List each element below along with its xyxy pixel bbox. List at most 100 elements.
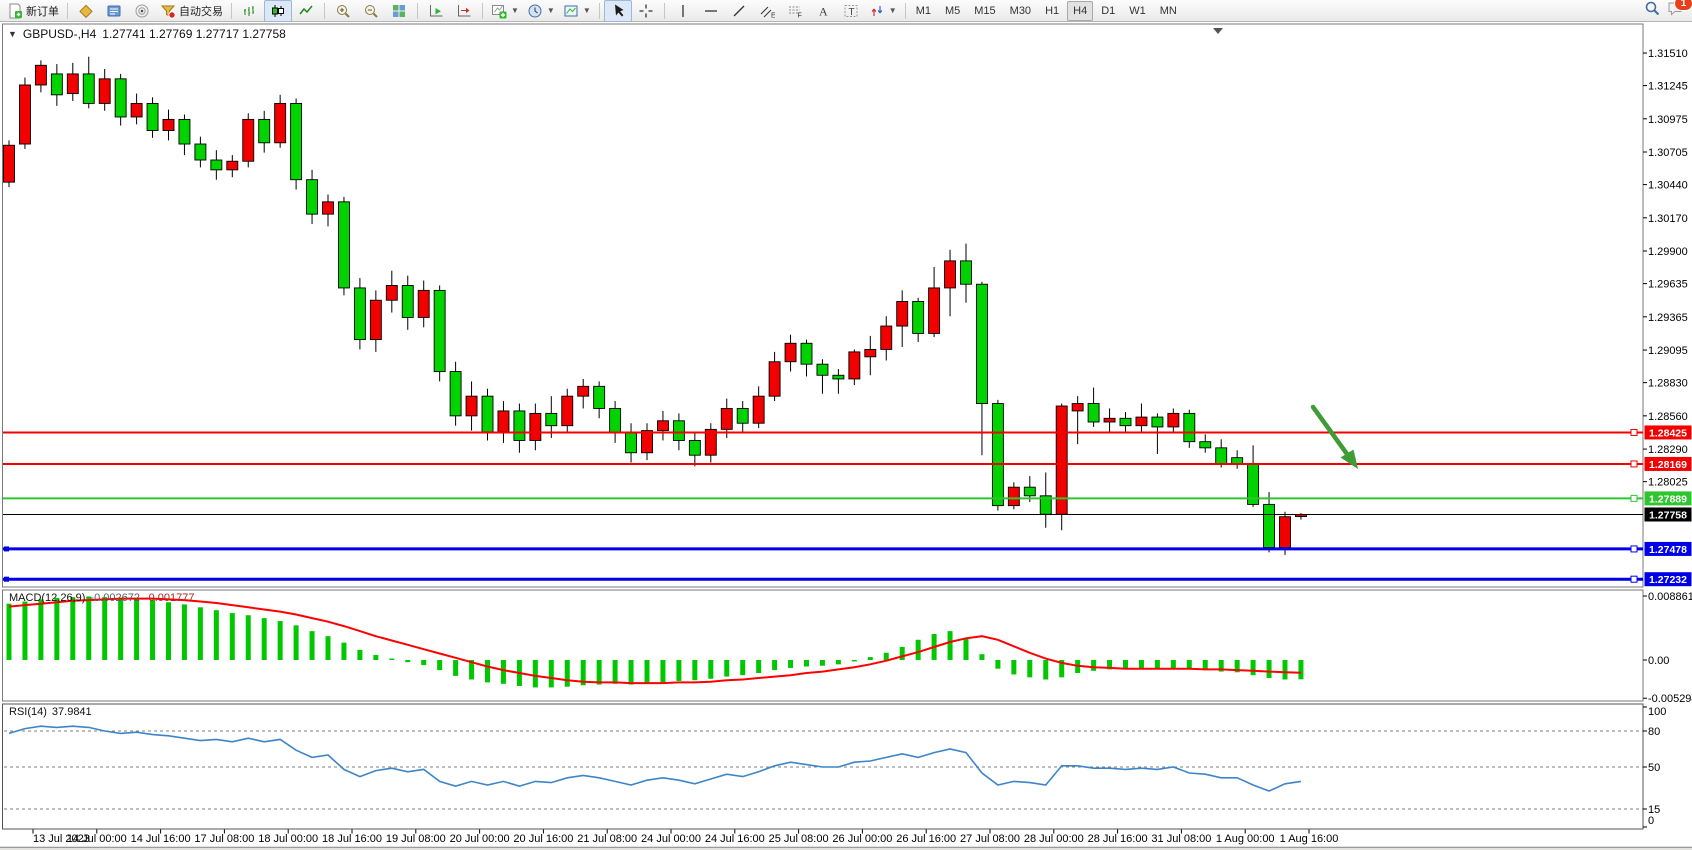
algo-trading-button[interactable]: 自动交易 bbox=[156, 0, 227, 22]
svg-text:1.31245: 1.31245 bbox=[1648, 81, 1688, 93]
chart-shift-icon bbox=[456, 3, 472, 19]
svg-text:1.28560: 1.28560 bbox=[1648, 411, 1688, 423]
crosshair-button[interactable] bbox=[632, 0, 660, 22]
vertical-line-tool[interactable] bbox=[669, 0, 697, 22]
support-line-green[interactable]: 1.27889 bbox=[3, 491, 1692, 506]
svg-text:0: 0 bbox=[1648, 815, 1654, 827]
svg-text:F: F bbox=[797, 12, 801, 19]
chart-shift-button[interactable] bbox=[450, 0, 478, 22]
macd-signal-value: -0.001777 bbox=[144, 592, 195, 604]
one-click-trading-toggle[interactable]: ▼ bbox=[8, 29, 17, 39]
horizontal-lines-layer[interactable]: 1.28425 1.28169 1.27889 1.27758 1.27478 1.272… bbox=[3, 425, 1692, 587]
tf-button-W1[interactable]: W1 bbox=[1129, 4, 1146, 17]
rsi-value: 37.9841 bbox=[51, 706, 92, 718]
template-icon bbox=[563, 3, 579, 19]
candlestick-chart-button[interactable] bbox=[264, 0, 292, 22]
svg-text:1.28290: 1.28290 bbox=[1648, 444, 1688, 456]
vertical-line-icon bbox=[675, 3, 691, 19]
chart-shift-marker bbox=[1213, 28, 1223, 34]
macd-name: MACD(12,26,9) bbox=[9, 592, 86, 604]
horizontal-line-tool[interactable] bbox=[697, 0, 725, 22]
gold-diamond-icon bbox=[78, 3, 94, 19]
svg-text:1.29095: 1.29095 bbox=[1648, 345, 1688, 357]
period-dropdown[interactable]: ▼ bbox=[523, 0, 559, 22]
chat-button[interactable]: 1 bbox=[1667, 0, 1692, 22]
tf-button-M30[interactable]: M30 bbox=[1009, 4, 1032, 17]
svg-text:24 Jul 00:00: 24 Jul 00:00 bbox=[641, 833, 701, 845]
trendline-tool[interactable] bbox=[725, 0, 753, 22]
zoom-out-button[interactable] bbox=[357, 0, 385, 22]
separator bbox=[904, 2, 906, 19]
svg-text:1.29365: 1.29365 bbox=[1648, 312, 1688, 324]
tf-button-H1[interactable]: H1 bbox=[1045, 4, 1060, 17]
chart-background bbox=[0, 22, 1692, 850]
tile-windows-icon bbox=[391, 3, 407, 19]
tf-button-MN[interactable]: MN bbox=[1159, 4, 1177, 17]
resistance-line-1[interactable]: 1.28425 bbox=[3, 425, 1692, 440]
separator bbox=[324, 2, 325, 19]
equidistant-channel-tool[interactable]: E bbox=[753, 0, 781, 22]
trendline-icon bbox=[731, 3, 747, 19]
new-chart-dropdown[interactable]: ▼ bbox=[487, 0, 523, 22]
line-chart-button[interactable] bbox=[292, 0, 320, 22]
new-order-button[interactable]: 新订单 bbox=[3, 0, 63, 22]
chart-title: ▼ GBPUSD-,H4 1.27741 1.27769 1.27717 1.2… bbox=[8, 27, 286, 41]
dropdown-arrow-icon: ▼ bbox=[511, 6, 519, 15]
arrow-objects-icon bbox=[869, 3, 885, 19]
tf-button-M5[interactable]: M5 bbox=[944, 4, 961, 17]
svg-text:1.28169: 1.28169 bbox=[1649, 459, 1687, 471]
svg-text:1.30170: 1.30170 bbox=[1648, 213, 1688, 225]
signals-button[interactable] bbox=[128, 0, 156, 22]
svg-text:0.008861: 0.008861 bbox=[1648, 591, 1692, 603]
tf-button-M1[interactable]: M1 bbox=[915, 4, 931, 17]
algo-trading-label: 自动交易 bbox=[179, 5, 223, 18]
svg-text:18 Jul 16:00: 18 Jul 16:00 bbox=[322, 833, 382, 845]
separator bbox=[482, 2, 483, 19]
cursor-button[interactable] bbox=[603, 0, 632, 22]
fibonacci-tool[interactable]: F bbox=[781, 0, 809, 22]
bar-chart-icon bbox=[242, 3, 258, 19]
support-line-blue-1[interactable]: 1.27478 bbox=[3, 541, 1692, 556]
market-depth-button[interactable] bbox=[72, 0, 100, 22]
tf-button-M15[interactable]: M15 bbox=[974, 4, 996, 17]
separator bbox=[231, 2, 232, 19]
annotation-arrow[interactable] bbox=[1310, 404, 1358, 469]
new-chart-icon bbox=[491, 3, 507, 19]
bar-chart-button[interactable] bbox=[236, 0, 264, 22]
algo-trading-icon bbox=[160, 3, 176, 19]
svg-text:13 Jul 2023: 13 Jul 2023 bbox=[33, 833, 90, 845]
data-window-button[interactable] bbox=[100, 0, 128, 22]
template-dropdown[interactable]: ▼ bbox=[559, 0, 595, 22]
svg-text:26 Jul 16:00: 26 Jul 16:00 bbox=[896, 833, 956, 845]
bid-price-line[interactable]: 1.27758 bbox=[3, 507, 1692, 522]
tf-button-H4[interactable]: H4 bbox=[1067, 0, 1094, 21]
svg-text:E: E bbox=[771, 12, 775, 19]
arrows-dropdown[interactable]: ▼ bbox=[865, 0, 901, 22]
svg-text:21 Jul 08:00: 21 Jul 08:00 bbox=[577, 833, 637, 845]
text-label-tool[interactable]: T bbox=[837, 0, 865, 22]
macd-main-value: -0.002672 bbox=[90, 592, 140, 604]
new-order-label: 新订单 bbox=[26, 5, 59, 18]
separator bbox=[67, 2, 68, 19]
text-tool[interactable]: A bbox=[809, 0, 837, 22]
support-line-blue-2[interactable]: 1.27232 bbox=[3, 572, 1692, 587]
tile-windows-button[interactable] bbox=[385, 0, 413, 22]
search-icon[interactable] bbox=[1644, 0, 1661, 22]
svg-text:80: 80 bbox=[1648, 726, 1660, 738]
auto-scroll-icon bbox=[428, 3, 444, 19]
auto-scroll-button[interactable] bbox=[422, 0, 450, 22]
svg-text:1.28425: 1.28425 bbox=[1649, 427, 1687, 439]
svg-text:-0.005294: -0.005294 bbox=[1648, 693, 1692, 705]
svg-text:14 Jul 16:00: 14 Jul 16:00 bbox=[131, 833, 191, 845]
svg-text:1.28025: 1.28025 bbox=[1648, 477, 1688, 489]
svg-text:1.30975: 1.30975 bbox=[1648, 114, 1688, 126]
dropdown-arrow-icon: ▼ bbox=[888, 6, 897, 15]
separator bbox=[598, 2, 600, 19]
svg-text:1.29635: 1.29635 bbox=[1648, 279, 1688, 291]
resistance-line-2[interactable]: 1.28169 bbox=[3, 456, 1692, 471]
rsi-name: RSI(14) bbox=[9, 706, 47, 718]
macd-indicator-label: MACD(12,26,9) -0.002672 -0.001777 bbox=[9, 592, 195, 604]
tf-button-D1[interactable]: D1 bbox=[1101, 4, 1116, 17]
zoom-in-button[interactable] bbox=[329, 0, 357, 22]
